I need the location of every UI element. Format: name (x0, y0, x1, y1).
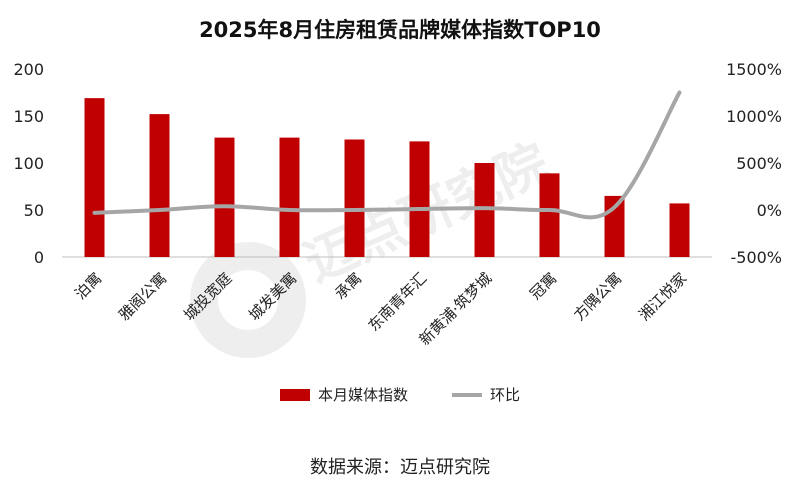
y-left-tick-label: 100 (13, 154, 44, 173)
legend-swatch-bar (279, 388, 310, 401)
source-note: 数据来源：迈点研究院 (310, 457, 490, 478)
y-right-tick-label: -500% (730, 248, 782, 267)
x-tick-label: 东南青年汇 (365, 269, 431, 335)
chart-title: 2025年8月住房租赁品牌媒体指数TOP10 (199, 18, 601, 42)
series-line-mom (92, 90, 682, 220)
x-tick-label: 冠寓 (526, 269, 560, 303)
y-left-tick-label: 0 (34, 248, 44, 267)
bar (214, 137, 235, 257)
x-tick-label: 方隅公寓 (570, 269, 625, 324)
legend-item-line: 环比 (452, 384, 520, 405)
y-right-tick-label: 1500% (726, 60, 782, 79)
bar (149, 114, 170, 258)
legend-label-line: 环比 (490, 386, 521, 404)
legend-swatch-line (452, 392, 482, 397)
x-tick-label: 泊寓 (71, 269, 105, 303)
y-left-tick-label: 200 (13, 60, 44, 79)
bar (539, 173, 560, 257)
bar (344, 139, 365, 257)
bar (409, 141, 430, 257)
y-right-tick-label: 1000% (726, 107, 782, 126)
x-tick-label: 雅阁公寓 (115, 269, 170, 324)
y-left-tick-label: 150 (13, 107, 44, 126)
legend-label-bar: 本月媒体指数 (317, 386, 408, 404)
legend-item-bar: 本月媒体指数 (279, 384, 408, 405)
y-right-tick-label: 500% (736, 154, 782, 173)
y-right-tick-label: 0% (757, 201, 782, 220)
legend: 本月媒体指数 环比 (0, 384, 800, 405)
x-tick-label: 湘江悦家 (635, 269, 690, 324)
bar (279, 137, 300, 257)
bar (84, 98, 105, 257)
y-left-tick-label: 50 (24, 201, 44, 220)
bar (669, 203, 690, 257)
